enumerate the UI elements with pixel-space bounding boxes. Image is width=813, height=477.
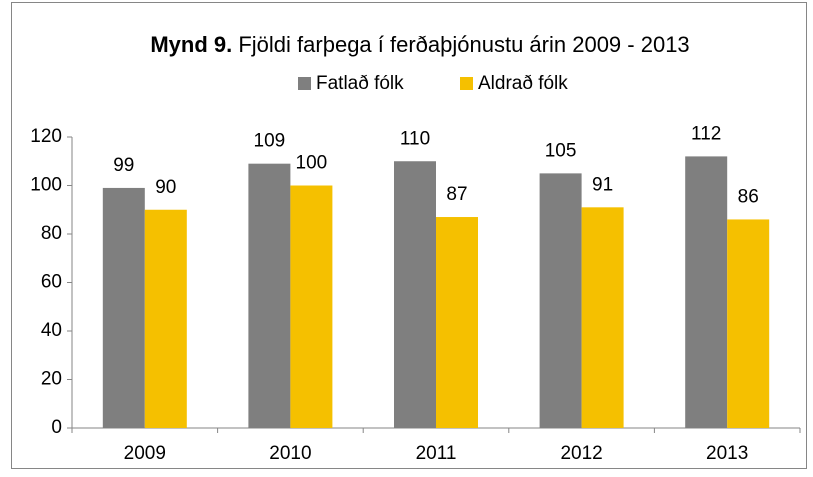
y-tick-label: 80 bbox=[41, 223, 62, 244]
value-label: 100 bbox=[296, 153, 328, 174]
y-tick-label: 100 bbox=[30, 175, 62, 196]
bar bbox=[436, 217, 478, 428]
value-label: 99 bbox=[113, 155, 134, 176]
bar bbox=[102, 187, 145, 428]
x-tick-label: 2013 bbox=[706, 443, 748, 464]
y-tick-label: 20 bbox=[41, 369, 62, 390]
bar bbox=[727, 219, 770, 428]
value-label: 112 bbox=[691, 123, 721, 144]
value-label: 87 bbox=[446, 184, 467, 205]
x-tick-label: 2009 bbox=[124, 443, 166, 464]
x-tick-label: 2010 bbox=[269, 443, 311, 464]
bar bbox=[290, 185, 333, 428]
value-label: 91 bbox=[592, 174, 613, 195]
chart-title: Mynd 9. Fjöldi farþega í ferðaþjónustu á… bbox=[150, 32, 689, 57]
legend-swatch bbox=[298, 77, 311, 90]
title-text: Fjöldi farþega í ferðaþjónustu árin 2009… bbox=[238, 32, 689, 57]
bar bbox=[394, 161, 436, 428]
bar bbox=[685, 156, 728, 428]
value-label: 109 bbox=[254, 131, 286, 152]
legend-label: Fatlað fólk bbox=[316, 73, 404, 94]
y-tick-label: 60 bbox=[41, 272, 62, 293]
x-tick-label: 2012 bbox=[560, 443, 602, 464]
title-prefix: Mynd 9. bbox=[150, 32, 232, 57]
legend-swatch bbox=[460, 77, 473, 90]
y-tick-label: 40 bbox=[41, 320, 62, 341]
bar bbox=[539, 173, 582, 428]
value-label: 110 bbox=[400, 128, 430, 149]
bar bbox=[144, 209, 187, 428]
y-tick-label: 120 bbox=[30, 126, 62, 147]
bar bbox=[248, 163, 291, 429]
value-label: 86 bbox=[738, 186, 759, 207]
value-label: 90 bbox=[155, 177, 176, 198]
y-tick-label: 0 bbox=[51, 417, 62, 438]
value-label: 105 bbox=[545, 140, 577, 161]
bar bbox=[581, 207, 624, 428]
x-tick-label: 2011 bbox=[416, 443, 457, 464]
legend-label: Aldrað fólk bbox=[478, 73, 568, 94]
